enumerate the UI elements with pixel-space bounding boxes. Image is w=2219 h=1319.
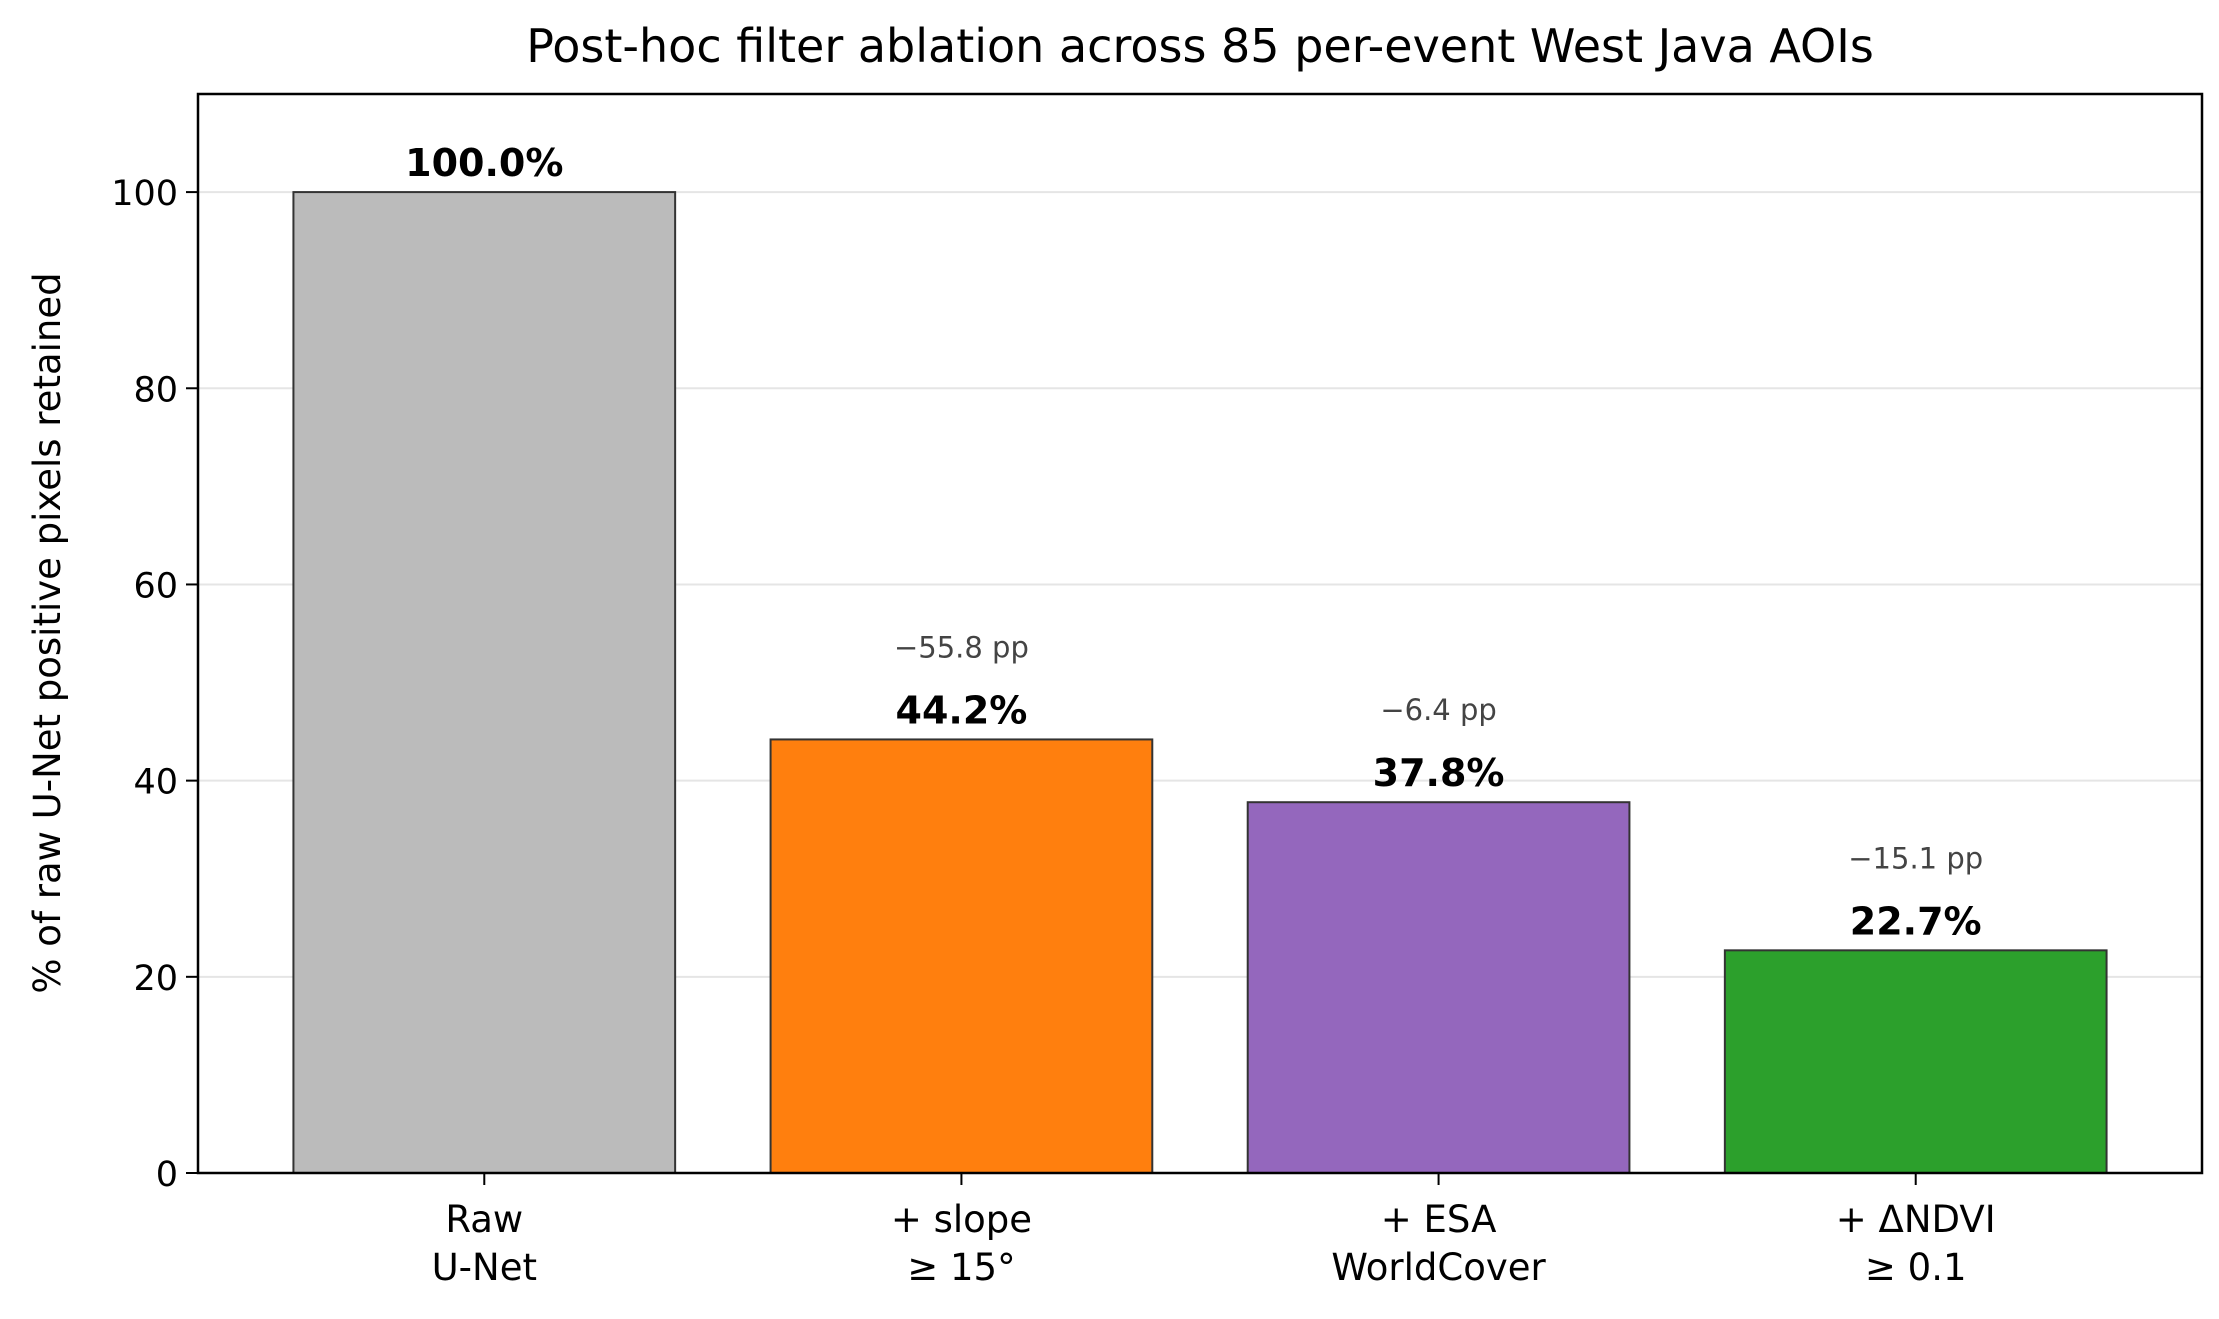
x-tick-label: + slope [891, 1198, 1032, 1241]
x-tick-label: ≥ 0.1 [1865, 1246, 1967, 1289]
delta-label: −15.1 pp [1848, 841, 1983, 875]
bars: 100.0% 44.2% −55.8 pp 37.8% −6.4 pp 22.7% −15.… [292, 141, 2108, 1175]
x-tick-label: + ΔNDVI [1836, 1198, 1996, 1241]
bar [292, 191, 677, 1175]
value-label: 44.2% [896, 688, 1028, 732]
bar [769, 738, 1154, 1174]
x-tick-label: WorldCover [1331, 1246, 1546, 1289]
y-tick-label: 80 [133, 370, 178, 410]
x-tick-label: U-Net [432, 1246, 537, 1289]
chart-title: Post-hoc filter ablation across 85 per-e… [526, 19, 1874, 73]
x-tick-label: Raw [445, 1198, 523, 1241]
y-tick-label: 40 [133, 763, 178, 803]
plot-frame [196, 92, 2204, 1175]
y-tick-label: 20 [133, 959, 178, 999]
y-tick-label: 100 [111, 174, 178, 214]
y-axis: 0 20 40 60 80 100 [111, 174, 198, 1195]
value-label: 37.8% [1373, 751, 1505, 795]
value-label: 22.7% [1850, 899, 1982, 943]
x-axis: Raw U-Net + slope ≥ 15° + ESA WorldCover + ΔND… [432, 1173, 1996, 1289]
delta-label: −6.4 pp [1380, 693, 1496, 727]
value-label: 100.0% [405, 141, 563, 185]
y-axis-label: % of raw U-Net positive pixels retained [26, 272, 69, 993]
x-tick-label: + ESA [1381, 1198, 1497, 1241]
bar [1246, 801, 1631, 1174]
y-tick-label: 60 [133, 566, 178, 606]
y-tick-label: 0 [156, 1155, 178, 1195]
bar [1723, 949, 2108, 1174]
x-tick-label: ≥ 15° [907, 1246, 1015, 1289]
delta-label: −55.8 pp [894, 630, 1029, 664]
